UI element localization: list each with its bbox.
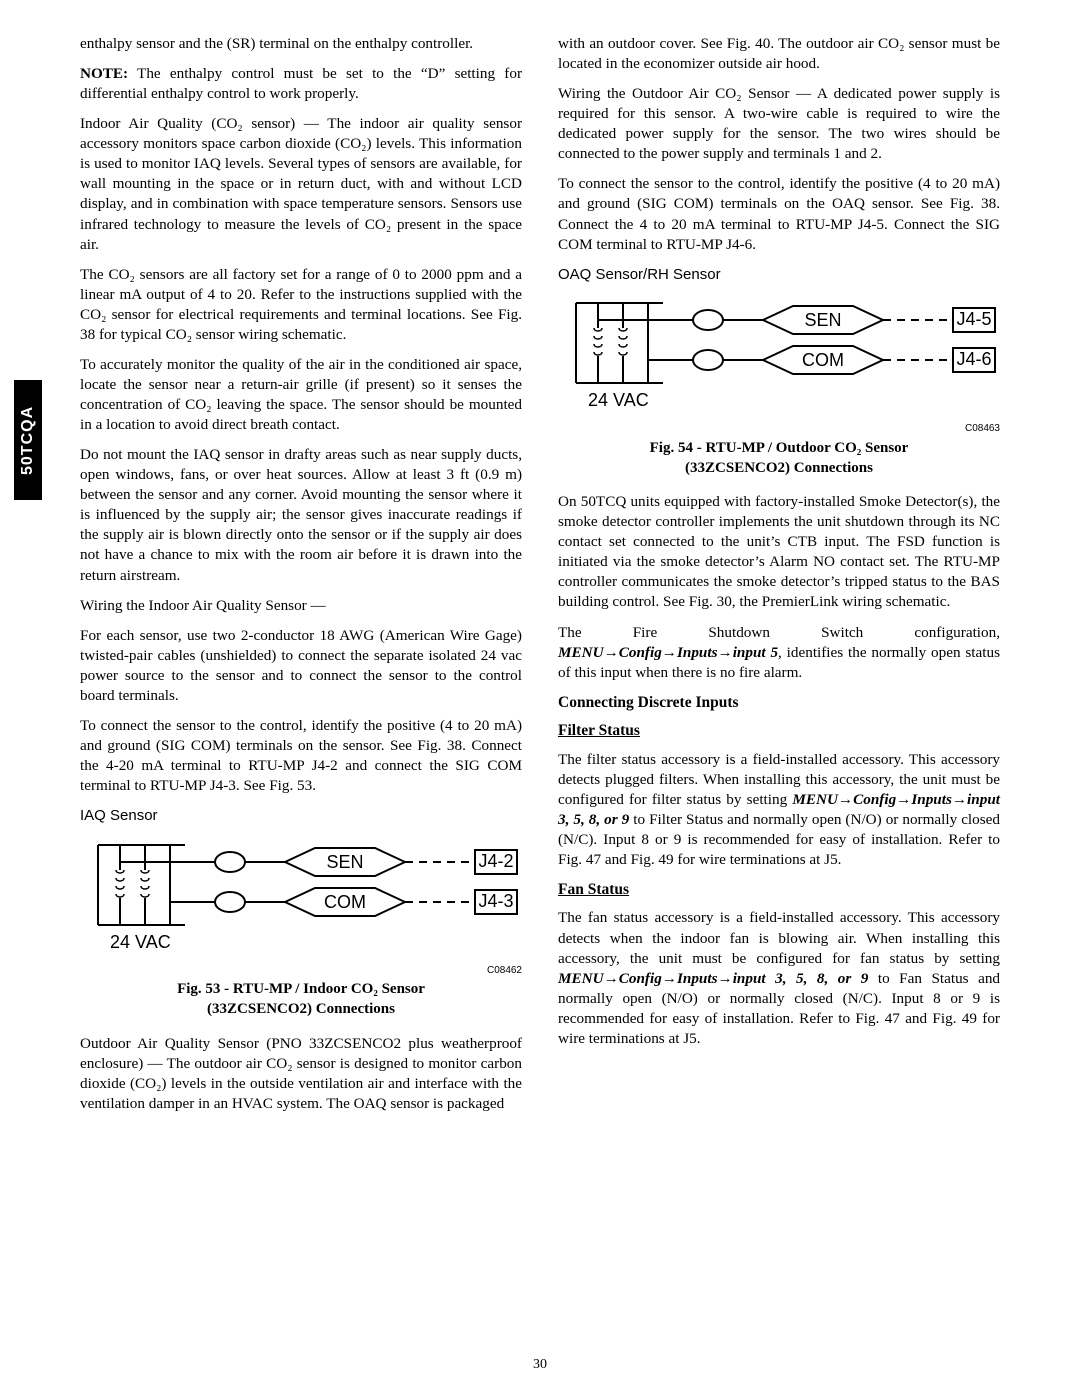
j4-5-label: J4-5: [956, 309, 991, 329]
para: The CO₂ sensors are all factory set for …: [80, 265, 522, 345]
menu-path: MENU→Config→Inputs→input 3, 5, 8, or 9: [558, 970, 868, 987]
fig54-caption-b: (33ZCSENCO2) Connections: [558, 458, 1000, 478]
left-column: enthalpy sensor and the (SR) terminal on…: [80, 34, 522, 1124]
fig53-diagram: SEN J4-2 COM J4-3: [80, 830, 522, 960]
note-text: The enthalpy control must be set to the …: [80, 65, 522, 102]
para: The fan status accessory is a field-inst…: [558, 908, 1000, 1048]
page-content: enthalpy sensor and the (SR) terminal on…: [80, 34, 1000, 1124]
para: Outdoor Air Quality Sensor (PNO 33ZCSENC…: [80, 1034, 522, 1114]
oaq-sensor-label: OAQ Sensor/RH Sensor: [558, 265, 1000, 285]
fig53-caption-b: (33ZCSENCO2) Connections: [80, 999, 522, 1019]
sen-label: SEN: [326, 852, 363, 872]
fig54-code: C08463: [558, 422, 1000, 435]
vac-label: 24 VAC: [588, 390, 649, 410]
para: Indoor Air Quality (CO₂ sensor) — The in…: [80, 114, 522, 254]
com-label: COM: [802, 350, 844, 370]
para: To connect the sensor to the control, id…: [558, 174, 1000, 254]
side-tab: 50TCQA: [14, 380, 42, 500]
para: with an outdoor cover. See Fig. 40. The …: [558, 34, 1000, 74]
note-para: NOTE: The enthalpy control must be set t…: [80, 64, 522, 104]
j4-6-label: J4-6: [956, 349, 991, 369]
para: To connect the sensor to the control, id…: [80, 716, 522, 796]
fig53-caption-a: Fig. 53 - RTU-MP / Indoor CO₂ Sensor: [80, 979, 522, 999]
iaq-sensor-label: IAQ Sensor: [80, 806, 522, 826]
page-number: 30: [0, 1357, 1080, 1373]
fig54-diagram: SEN J4-5 COM J4-6: [558, 288, 1000, 418]
fan-status-heading: Fan Status: [558, 880, 1000, 900]
j4-3-label: J4-3: [478, 891, 513, 911]
para: Wiring the Outdoor Air CO₂ Sensor — A de…: [558, 84, 1000, 164]
vac-label: 24 VAC: [110, 932, 171, 952]
para: The filter status accessory is a field-i…: [558, 750, 1000, 870]
para: For each sensor, use two 2-conductor 18 …: [80, 626, 522, 706]
para: On 50TCQ units equipped with factory-ins…: [558, 492, 1000, 612]
section-heading: Connecting Discrete Inputs: [558, 693, 1000, 713]
para: The Fire Shutdown Switch configuration, …: [558, 623, 1000, 683]
para: To accurately monitor the quality of the…: [80, 355, 522, 435]
note-label: NOTE:: [80, 65, 128, 82]
text: The Fire Shutdown Switch configuration,: [558, 624, 1000, 641]
fig54-caption-wrap: Fig. 54 - RTU-MP / Outdoor CO₂ Sensor (3…: [558, 438, 1000, 479]
fig53-caption-wrap: Fig. 53 - RTU-MP / Indoor CO₂ Sensor (33…: [80, 979, 522, 1020]
filter-status-heading: Filter Status: [558, 721, 1000, 741]
para: enthalpy sensor and the (SR) terminal on…: [80, 34, 522, 54]
sen-label: SEN: [804, 310, 841, 330]
text: The fan status accessory is a field-inst…: [558, 909, 1000, 966]
fig53-code: C08462: [80, 964, 522, 977]
com-label: COM: [324, 892, 366, 912]
para: Do not mount the IAQ sensor in drafty ar…: [80, 445, 522, 585]
fig54-caption-a: Fig. 54 - RTU-MP / Outdoor CO₂ Sensor: [558, 438, 1000, 458]
menu-path: MENU→Config→Inputs→input 5: [558, 644, 778, 661]
para: Wiring the Indoor Air Quality Sensor —: [80, 596, 522, 616]
right-column: with an outdoor cover. See Fig. 40. The …: [558, 34, 1000, 1124]
j4-2-label: J4-2: [478, 851, 513, 871]
